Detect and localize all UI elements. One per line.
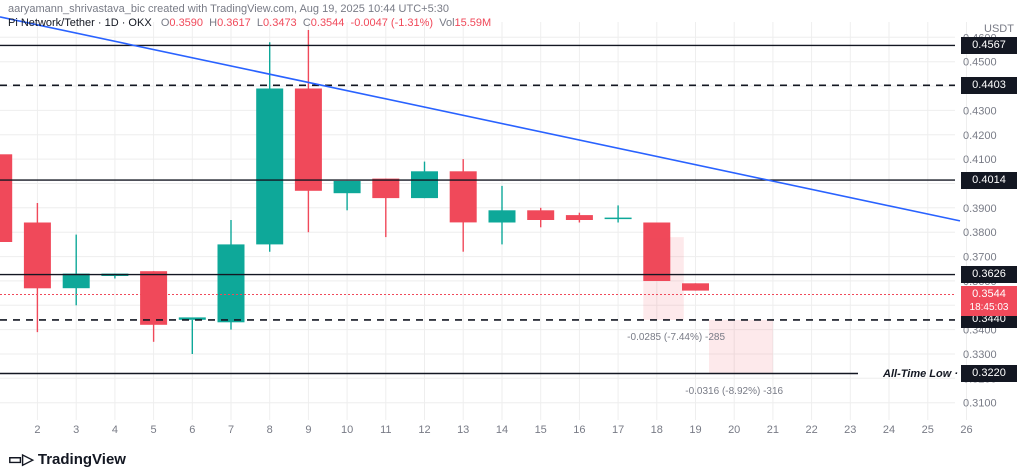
svg-text:23: 23 xyxy=(844,424,856,436)
svg-text:12: 12 xyxy=(418,424,430,436)
svg-text:6: 6 xyxy=(189,424,195,436)
svg-text:25: 25 xyxy=(922,424,934,436)
svg-text:10: 10 xyxy=(341,424,353,436)
svg-text:0.4300: 0.4300 xyxy=(963,105,997,117)
svg-text:0.4500: 0.4500 xyxy=(963,57,997,69)
svg-text:22: 22 xyxy=(805,424,817,436)
svg-text:4: 4 xyxy=(112,424,118,436)
svg-text:15: 15 xyxy=(535,424,547,436)
svg-text:0.3900: 0.3900 xyxy=(963,203,997,215)
svg-text:7: 7 xyxy=(228,424,234,436)
svg-text:26: 26 xyxy=(960,424,972,436)
svg-text:3: 3 xyxy=(73,424,79,436)
svg-text:17: 17 xyxy=(612,424,624,436)
svg-text:13: 13 xyxy=(457,424,469,436)
svg-text:14: 14 xyxy=(496,424,508,436)
svg-text:0.4200: 0.4200 xyxy=(963,130,997,142)
svg-text:5: 5 xyxy=(151,424,157,436)
svg-text:0.3100: 0.3100 xyxy=(963,398,997,410)
svg-text:16: 16 xyxy=(573,424,585,436)
svg-text:18: 18 xyxy=(651,424,663,436)
svg-text:0.3800: 0.3800 xyxy=(963,227,997,239)
svg-text:19: 19 xyxy=(689,424,701,436)
svg-text:11: 11 xyxy=(380,424,391,436)
svg-text:2: 2 xyxy=(34,424,40,436)
svg-text:0.3300: 0.3300 xyxy=(963,349,997,361)
svg-text:24: 24 xyxy=(883,424,895,436)
svg-text:9: 9 xyxy=(305,424,311,436)
svg-text:0.4100: 0.4100 xyxy=(963,154,997,166)
svg-text:8: 8 xyxy=(267,424,273,436)
svg-text:20: 20 xyxy=(728,424,740,436)
svg-text:0.3700: 0.3700 xyxy=(963,252,997,264)
svg-text:21: 21 xyxy=(767,424,779,436)
